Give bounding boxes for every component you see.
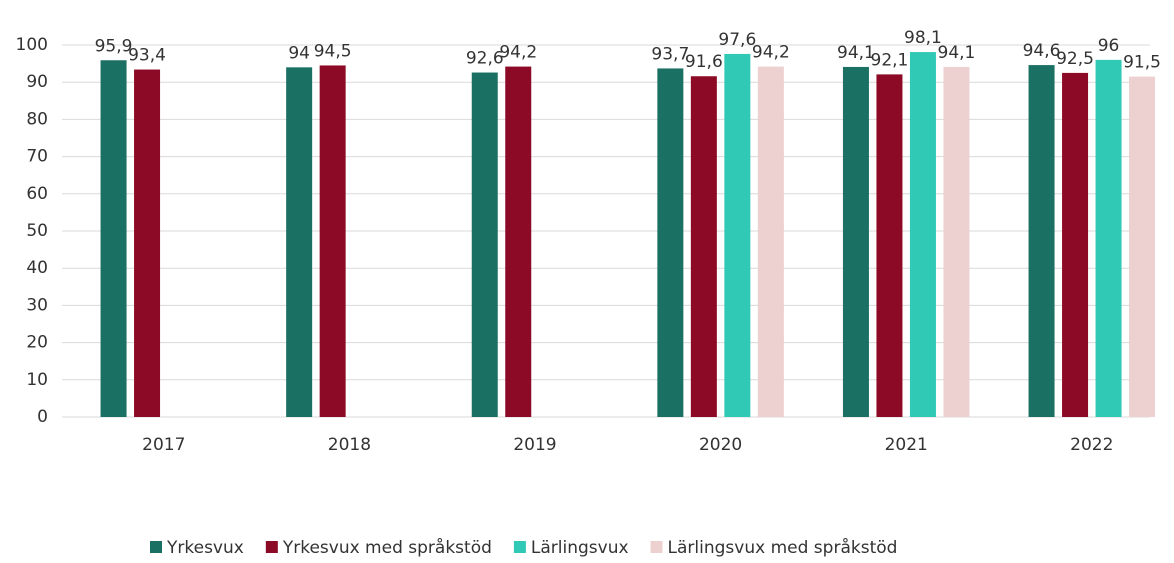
value-label: 96 [1098, 36, 1120, 56]
x-tick-label: 2017 [142, 435, 185, 455]
value-label: 94,2 [752, 43, 790, 63]
bar [100, 60, 127, 417]
y-tick-label: 10 [26, 370, 48, 390]
bar [909, 52, 936, 418]
y-tick-label: 80 [26, 109, 48, 129]
y-tick-label: 0 [37, 407, 48, 427]
legend-swatch [265, 541, 278, 553]
bar [724, 53, 751, 417]
bar [943, 66, 970, 417]
legend-label: Yrkesvux [166, 538, 244, 558]
y-tick-label: 50 [26, 221, 48, 241]
bar [1129, 76, 1156, 418]
bar [319, 65, 346, 418]
value-label: 94,1 [938, 43, 976, 63]
bar [690, 76, 717, 418]
legend-label: Lärlingsvux med språkstöd [668, 537, 898, 558]
value-label: 97,6 [718, 30, 756, 50]
bar [842, 66, 869, 417]
y-tick-label: 70 [26, 147, 48, 167]
bar [471, 72, 498, 417]
bar [1095, 59, 1122, 417]
value-label: 94 [288, 43, 310, 63]
legend-label: Lärlingsvux [531, 538, 629, 558]
bar [657, 68, 684, 417]
x-tick-label: 2021 [885, 435, 928, 455]
legend-label: Yrkesvux med språkstöd [282, 537, 492, 558]
value-label: 93,7 [651, 44, 689, 64]
value-label: 91,6 [685, 52, 723, 72]
value-label: 91,5 [1123, 53, 1161, 73]
bar [876, 74, 903, 417]
value-label: 92,6 [466, 49, 504, 69]
y-tick-label: 30 [26, 295, 48, 315]
bar [286, 67, 313, 417]
x-tick-label: 2020 [699, 435, 742, 455]
value-label: 94,6 [1023, 41, 1061, 61]
bar [757, 66, 784, 418]
value-label: 93,4 [128, 46, 166, 66]
value-label: 98,1 [904, 28, 942, 48]
x-tick-label: 2019 [513, 435, 556, 455]
value-label: 95,9 [95, 36, 133, 56]
y-tick-label: 40 [26, 258, 48, 278]
value-label: 94,1 [837, 43, 875, 63]
y-tick-label: 100 [16, 35, 48, 55]
bar [505, 66, 532, 418]
legend-swatch [650, 541, 663, 553]
value-label: 92,1 [871, 50, 909, 70]
legend-swatch [513, 541, 526, 553]
bar [1028, 65, 1055, 417]
x-tick-label: 2022 [1070, 435, 1113, 455]
y-tick-label: 90 [26, 72, 48, 92]
value-label: 94,5 [314, 41, 352, 61]
bar [134, 69, 161, 417]
y-tick-label: 20 [26, 333, 48, 353]
x-tick-label: 2018 [328, 435, 371, 455]
value-label: 94,2 [499, 43, 537, 63]
value-label: 92,5 [1056, 49, 1094, 69]
y-tick-label: 60 [26, 184, 48, 204]
legend-swatch [150, 541, 162, 553]
bar [1062, 72, 1089, 418]
